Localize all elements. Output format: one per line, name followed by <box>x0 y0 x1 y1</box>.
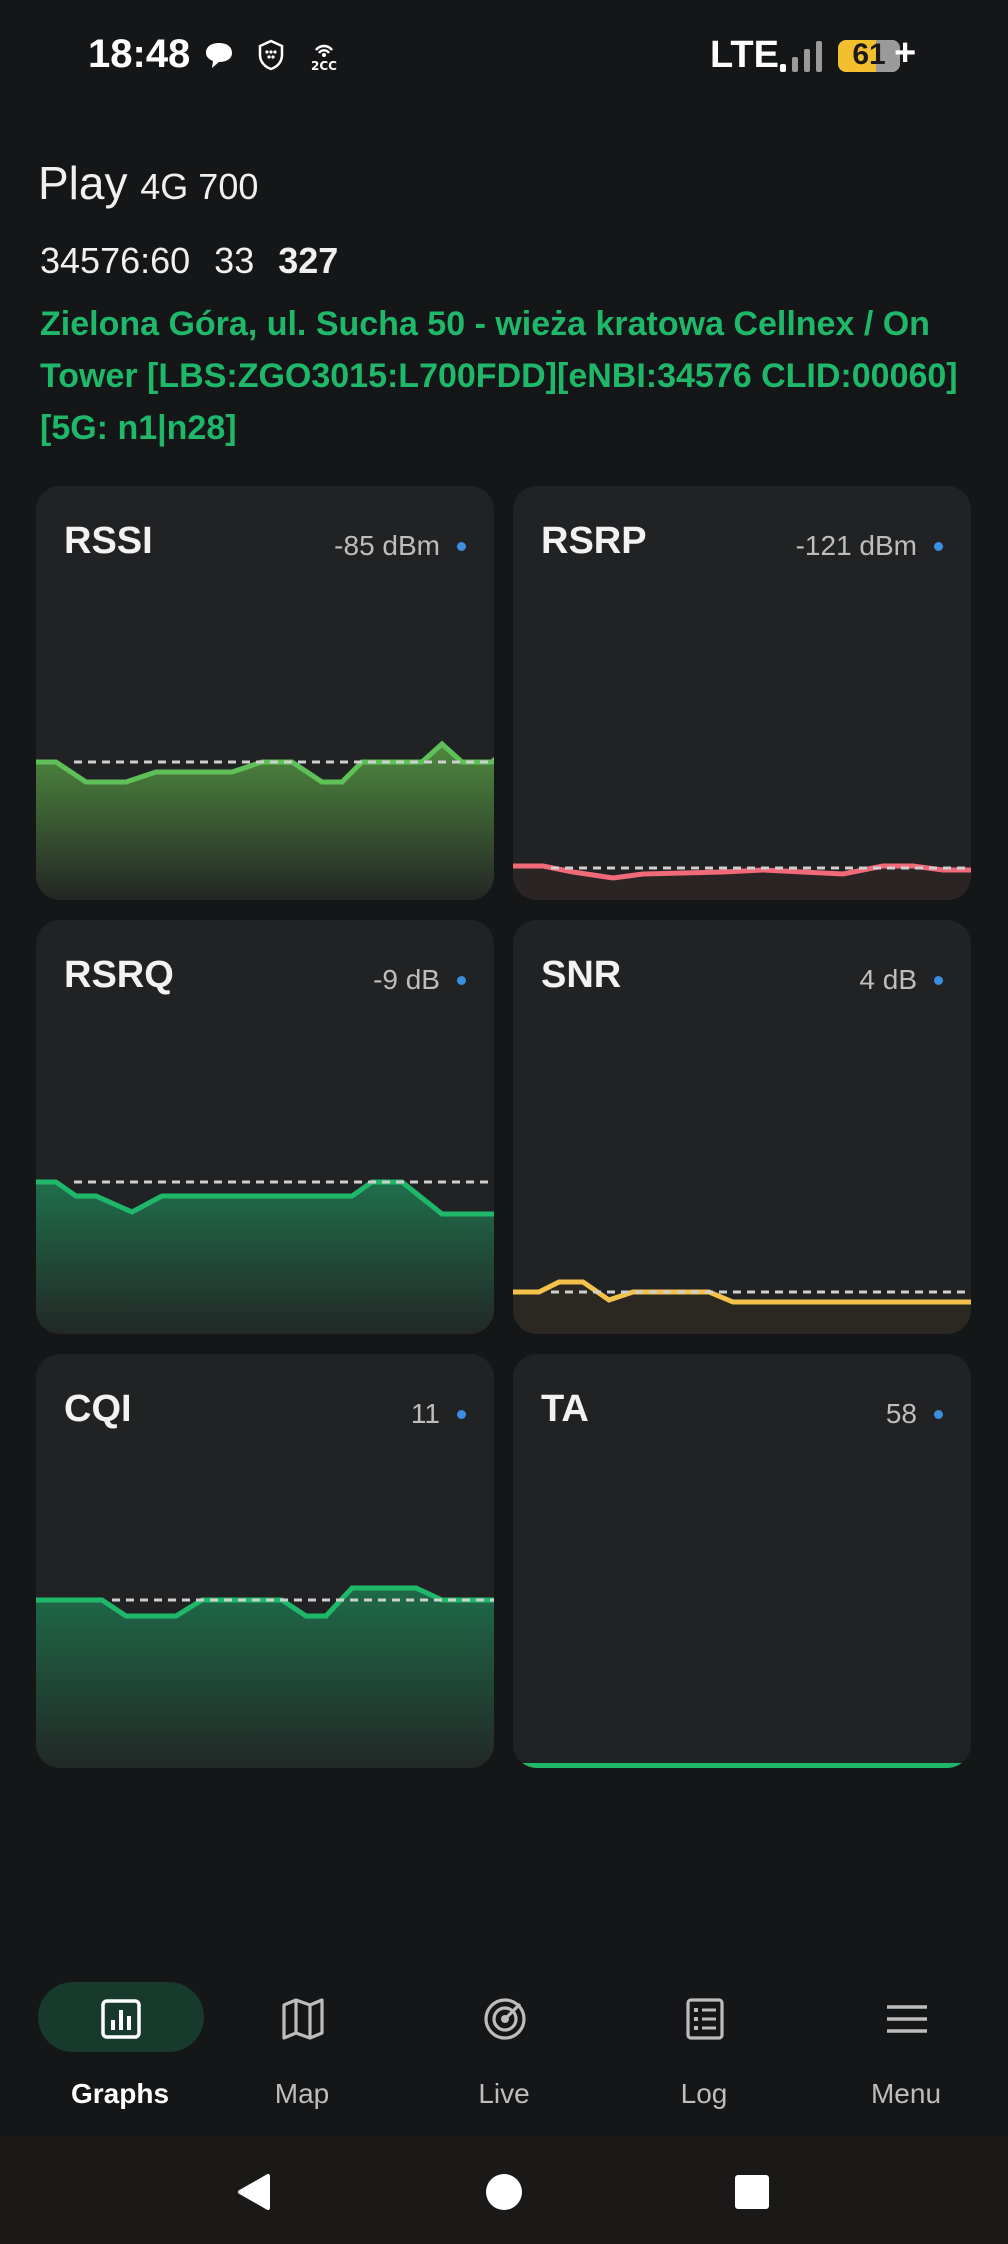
recents-icon[interactable] <box>734 2174 770 2210</box>
home-icon[interactable] <box>484 2172 524 2212</box>
system-navigation-bar <box>0 2136 1008 2244</box>
rsrq-graph <box>36 1179 494 1334</box>
tac-value: 33 <box>214 240 255 281</box>
rsrp-card[interactable]: RSRP -121 dBm <box>513 486 971 900</box>
rssi-card[interactable]: RSSI -85 dBm <box>36 486 494 900</box>
card-title: CQI <box>64 1388 132 1430</box>
network-type: LTE <box>710 34 779 76</box>
nav-label: Log <box>680 2078 728 2109</box>
card-value: 4 dB <box>859 964 917 995</box>
status-dot <box>934 1410 943 1419</box>
status-dot <box>934 976 943 985</box>
snr-graph <box>513 1279 971 1334</box>
rsrq-card[interactable]: RSRQ -9 dB <box>36 920 494 1334</box>
status-time: 18:48 <box>88 32 191 76</box>
ta-graph <box>513 1763 971 1768</box>
battery-icon: 61 <box>838 40 900 72</box>
charging-indicator: + <box>894 32 917 74</box>
nav-label: Menu <box>870 2078 942 2109</box>
operator-name: Play 4G 700 <box>38 156 258 210</box>
nav-label: Map <box>274 2078 330 2109</box>
back-icon[interactable] <box>234 2172 274 2212</box>
card-value: -9 dB <box>373 964 440 995</box>
cell-identifiers: 34576:60 33 327 <box>40 240 352 282</box>
svg-text:2CC: 2CC <box>311 59 337 72</box>
cell-id: 34576:60 <box>40 240 191 281</box>
operator-label: Play <box>38 157 128 209</box>
nfc-2cc-icon: 2CC <box>311 44 337 72</box>
nav-graphs[interactable]: Graphs <box>38 1982 204 2132</box>
status-dot <box>934 542 943 551</box>
pci-value: 327 <box>278 240 339 281</box>
card-value: 58 <box>885 1398 917 1429</box>
rssi-graph <box>36 740 494 900</box>
map-icon <box>282 1998 324 2040</box>
status-dot <box>457 542 466 551</box>
card-value: -121 dBm <box>795 530 917 561</box>
status-dot <box>457 976 466 985</box>
cqi-card[interactable]: CQI 11 <box>36 1354 494 1768</box>
status-bar: 18:48 2CC LTE 61 + <box>0 0 1008 110</box>
shield-icon <box>258 39 284 71</box>
nav-label: Graphs <box>70 2078 170 2109</box>
signal-strength-icon <box>780 41 822 72</box>
battery-level: 61 <box>852 40 886 71</box>
nav-map[interactable]: Map <box>222 1982 382 2132</box>
nav-menu[interactable]: Menu <box>826 1982 986 2132</box>
bottom-navigation: Graphs Map Live Log Me <box>0 1940 1008 2136</box>
nav-log[interactable]: Log <box>624 1982 784 2132</box>
card-title: RSSI <box>64 520 153 562</box>
radar-icon <box>484 1998 526 2040</box>
card-title: RSRQ <box>64 954 174 996</box>
card-title: RSRP <box>541 520 647 562</box>
cqi-graph <box>36 1585 494 1768</box>
status-dot <box>457 1410 466 1419</box>
card-value: -85 dBm <box>334 530 440 561</box>
ta-card[interactable]: TA 58 <box>513 1354 971 1768</box>
card-value: 11 <box>410 1398 440 1429</box>
band-label: 4G 700 <box>140 166 259 207</box>
bts-location[interactable]: Zielona Góra, ul. Sucha 50 - wieża krato… <box>40 305 958 447</box>
bar-chart-icon <box>101 1999 141 2039</box>
card-title: TA <box>541 1388 589 1430</box>
list-icon <box>686 1998 724 2040</box>
hamburger-menu-icon <box>887 2005 927 2033</box>
nav-live[interactable]: Live <box>424 1982 584 2132</box>
snr-card[interactable]: SNR 4 dB <box>513 920 971 1334</box>
rsrp-graph <box>513 863 971 900</box>
chat-bubble-icon <box>206 43 232 68</box>
nav-label: Live <box>478 2078 530 2109</box>
card-title: SNR <box>541 954 622 996</box>
